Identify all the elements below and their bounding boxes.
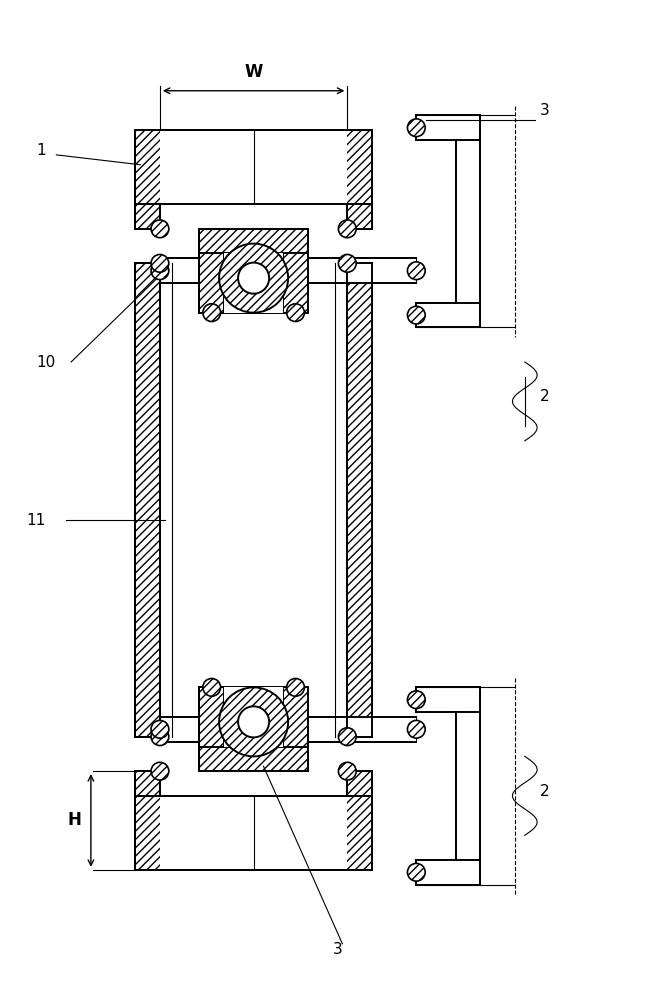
Bar (416, 303, 480, 327)
Circle shape (151, 728, 169, 746)
Text: 3: 3 (332, 942, 342, 957)
Text: 11: 11 (27, 513, 46, 528)
Bar (456, 140, 480, 303)
Bar (308, 258, 416, 283)
Bar (347, 771, 372, 796)
Circle shape (151, 220, 169, 238)
Bar (456, 712, 480, 860)
Circle shape (203, 304, 221, 322)
Bar (416, 687, 480, 712)
Bar (456, 140, 480, 303)
Circle shape (287, 304, 305, 322)
Text: 10: 10 (37, 355, 56, 370)
Bar (416, 860, 480, 885)
Bar (224, 253, 283, 313)
Bar (283, 687, 308, 771)
Bar (200, 229, 224, 313)
Bar (200, 687, 224, 771)
Bar (160, 717, 200, 742)
Circle shape (408, 119, 425, 137)
Bar (160, 771, 347, 796)
Bar (416, 687, 480, 712)
Bar (416, 115, 480, 140)
Text: W: W (245, 63, 263, 81)
Text: 2: 2 (539, 389, 549, 404)
Circle shape (151, 720, 169, 738)
Circle shape (408, 691, 425, 709)
Bar (135, 796, 372, 870)
Bar (160, 796, 347, 870)
Circle shape (408, 306, 425, 324)
Bar (135, 263, 160, 737)
Circle shape (408, 720, 425, 738)
Bar (283, 229, 308, 313)
Bar (224, 687, 283, 747)
Circle shape (338, 220, 356, 238)
Circle shape (338, 762, 356, 780)
Circle shape (338, 254, 356, 272)
Bar (308, 258, 416, 283)
Text: 3: 3 (539, 103, 549, 118)
Bar (200, 747, 308, 771)
Circle shape (408, 863, 425, 881)
Bar (160, 204, 347, 229)
Circle shape (338, 728, 356, 746)
Bar (416, 860, 480, 885)
Circle shape (408, 262, 425, 280)
Bar (347, 263, 372, 737)
Bar (160, 258, 200, 283)
Bar (308, 717, 416, 742)
Bar (456, 712, 480, 860)
Circle shape (151, 254, 169, 272)
Circle shape (287, 678, 305, 696)
Bar (135, 130, 372, 204)
Circle shape (219, 244, 288, 313)
Bar (200, 229, 308, 253)
Text: 1: 1 (37, 143, 47, 158)
Bar (135, 771, 160, 796)
Circle shape (151, 762, 169, 780)
Bar (160, 258, 200, 283)
Bar (160, 717, 200, 742)
Bar (135, 204, 160, 229)
Bar (308, 717, 416, 742)
Circle shape (203, 678, 221, 696)
Bar (160, 130, 347, 204)
Circle shape (219, 687, 288, 756)
Circle shape (238, 263, 269, 294)
Text: H: H (67, 811, 81, 829)
Circle shape (238, 706, 269, 737)
Bar (416, 303, 480, 327)
Text: 2: 2 (539, 784, 549, 799)
Bar (416, 115, 480, 140)
Bar (347, 204, 372, 229)
Circle shape (151, 262, 169, 280)
